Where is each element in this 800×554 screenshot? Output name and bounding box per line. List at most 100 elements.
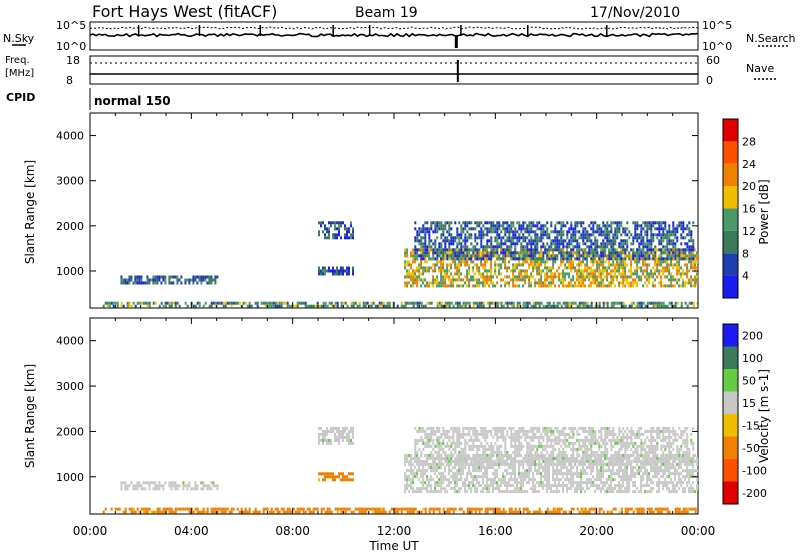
data-cell (680, 272, 683, 276)
data-cell (334, 269, 336, 273)
data-cell (612, 254, 615, 258)
data-cell (672, 257, 675, 261)
data-cell (654, 475, 657, 479)
data-cell (662, 260, 665, 264)
data-cell (608, 233, 611, 237)
data-cell (134, 275, 137, 279)
data-cell (250, 304, 253, 308)
data-cell (656, 227, 659, 231)
data-cell (488, 257, 491, 261)
data-cell (408, 281, 411, 285)
data-cell (686, 248, 689, 252)
data-cell (686, 454, 689, 458)
data-cell (412, 275, 415, 279)
data-cell (500, 453, 503, 457)
data-cell (552, 278, 555, 282)
data-cell (610, 245, 613, 249)
data-cell (192, 281, 195, 285)
data-cell (496, 472, 499, 476)
colorbar-tick-label: 20 (742, 180, 756, 193)
data-cell (536, 233, 539, 237)
data-cell (534, 304, 537, 308)
data-cell (632, 254, 635, 258)
data-cell (586, 236, 589, 240)
data-cell (564, 257, 567, 261)
data-cell (434, 269, 437, 273)
data-cell (642, 242, 645, 246)
data-cell (688, 257, 691, 261)
data-cell (638, 469, 641, 473)
data-cell (484, 429, 487, 433)
data-cell (194, 304, 197, 308)
data-cell (182, 487, 185, 491)
data-cell (688, 472, 691, 476)
data-cell (562, 260, 565, 264)
data-cell (170, 304, 173, 308)
data-cell (610, 272, 613, 276)
data-cell (506, 248, 509, 252)
data-cell (602, 221, 605, 225)
data-cell (288, 304, 291, 308)
data-cell (540, 263, 543, 267)
data-cell (652, 466, 655, 470)
data-cell (510, 221, 513, 225)
data-cell (540, 239, 543, 243)
data-cell (480, 460, 483, 464)
data-cell (420, 475, 423, 479)
data-cell (682, 475, 685, 479)
data-cell (406, 269, 409, 273)
data-cell (576, 257, 579, 261)
data-cell (408, 490, 411, 494)
data-cell (620, 233, 623, 237)
data-cell (658, 263, 661, 267)
data-cell (472, 432, 475, 436)
data-cell (666, 469, 669, 473)
data-cell (498, 254, 501, 258)
data-cell (684, 227, 687, 231)
data-cell (326, 438, 328, 442)
data-cell (440, 236, 443, 240)
data-cell (688, 487, 691, 491)
data-cell (500, 304, 503, 308)
data-cell (494, 469, 497, 473)
data-cell (560, 281, 563, 285)
data-cell (198, 275, 201, 279)
data-cell (538, 266, 541, 270)
data-cell (510, 426, 513, 430)
data-cell (136, 275, 139, 279)
data-cell (466, 236, 469, 240)
data-cell (404, 301, 407, 305)
data-cell (416, 266, 419, 270)
data-cell (536, 221, 539, 225)
data-cell (462, 450, 465, 454)
data-cell (454, 484, 457, 488)
data-cell (490, 275, 493, 279)
data-cell (696, 463, 699, 467)
data-cell (608, 260, 611, 264)
data-cell (430, 239, 433, 243)
data-cell (594, 278, 597, 282)
data-cell (140, 301, 143, 305)
data-cell (596, 224, 599, 228)
data-cell (518, 487, 521, 491)
data-cell (404, 251, 407, 255)
data-cell (256, 301, 259, 305)
data-cell (454, 266, 457, 270)
data-cell (542, 227, 545, 231)
data-cell (432, 456, 435, 460)
data-cell (430, 245, 433, 249)
data-cell (580, 263, 583, 267)
data-cell (484, 438, 487, 442)
data-cell (576, 272, 579, 276)
data-cell (464, 450, 467, 454)
data-cell (472, 444, 475, 448)
data-cell (582, 278, 585, 282)
data-cell (554, 260, 557, 264)
data-cell (326, 429, 328, 433)
data-cell (504, 438, 507, 442)
data-cell (208, 275, 211, 279)
data-cell (526, 260, 529, 264)
data-cell (432, 469, 435, 473)
data-cell (608, 490, 611, 494)
data-cell (640, 248, 643, 252)
